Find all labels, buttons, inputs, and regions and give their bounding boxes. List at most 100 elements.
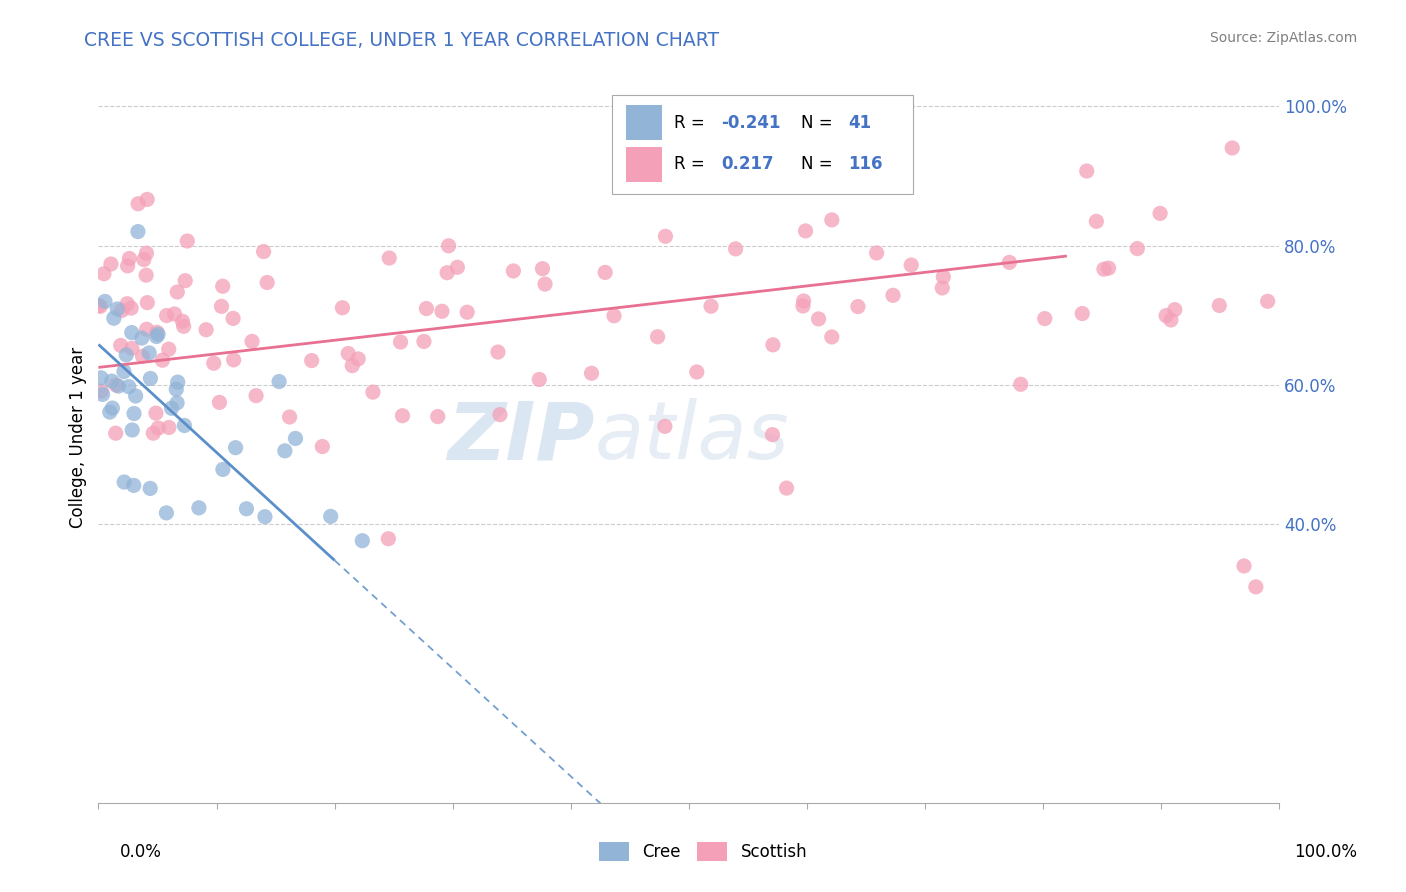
Point: [284, 432, 307, 446]
Point: [136, 295, 159, 310]
Point: [1097, 261, 1119, 276]
Point: [166, 375, 188, 389]
Point: [202, 356, 225, 370]
Point: [157, 342, 180, 356]
Point: [1154, 309, 1177, 323]
Point: [131, 349, 153, 363]
Point: [166, 396, 188, 410]
Point: [132, 252, 155, 267]
Point: [581, 366, 603, 380]
Point: [807, 312, 830, 326]
Point: [301, 353, 323, 368]
Legend: Cree, Scottish: Cree, Scottish: [592, 835, 814, 868]
Point: [135, 246, 157, 260]
Point: [361, 385, 384, 400]
Point: [165, 382, 187, 396]
Point: [256, 276, 278, 290]
Point: [146, 325, 169, 339]
Point: [1126, 242, 1149, 256]
Point: [654, 419, 676, 434]
Point: [173, 418, 195, 433]
Point: [430, 304, 453, 318]
Point: [274, 443, 297, 458]
Point: [131, 331, 153, 345]
Point: [245, 389, 267, 403]
Point: [195, 323, 218, 337]
Text: 100.0%: 100.0%: [1294, 843, 1357, 861]
Point: [593, 265, 616, 279]
Point: [882, 288, 904, 302]
Point: [1233, 558, 1256, 573]
Point: [319, 509, 342, 524]
Point: [127, 225, 149, 239]
Text: N =: N =: [801, 113, 838, 131]
Point: [1208, 298, 1230, 312]
Point: [142, 426, 165, 441]
Point: [269, 375, 291, 389]
Point: [713, 134, 735, 148]
Point: [240, 334, 263, 349]
Point: [90, 384, 112, 398]
Point: [900, 258, 922, 272]
Point: [157, 420, 180, 434]
Point: [415, 301, 437, 316]
Point: [139, 482, 162, 496]
Point: [135, 268, 157, 282]
Text: N =: N =: [801, 155, 838, 173]
Point: [98, 405, 121, 419]
Point: [115, 296, 138, 310]
FancyBboxPatch shape: [626, 105, 662, 140]
Point: [212, 462, 235, 476]
Point: [166, 285, 188, 299]
Point: [534, 277, 557, 292]
Point: [138, 346, 160, 360]
Point: [107, 379, 129, 393]
Point: [1092, 262, 1115, 277]
Point: [391, 409, 413, 423]
Point: [932, 269, 955, 284]
Point: [252, 244, 274, 259]
Point: [91, 387, 114, 401]
Point: [172, 314, 194, 328]
Point: [278, 409, 301, 424]
Point: [456, 305, 478, 319]
Point: [253, 509, 276, 524]
Text: ZIP: ZIP: [447, 398, 595, 476]
Point: [121, 341, 143, 355]
Point: [94, 294, 117, 309]
Point: [686, 365, 709, 379]
Point: [211, 299, 233, 313]
Point: [1149, 206, 1171, 220]
Point: [146, 327, 169, 342]
Text: 0.0%: 0.0%: [120, 843, 162, 861]
Point: [865, 246, 887, 260]
Point: [794, 224, 817, 238]
Point: [122, 407, 145, 421]
Point: [115, 348, 138, 362]
Point: [101, 401, 124, 415]
Point: [208, 395, 231, 409]
Point: [121, 326, 143, 340]
Point: [486, 345, 509, 359]
Point: [332, 301, 354, 315]
Point: [124, 389, 146, 403]
Point: [654, 229, 676, 244]
Point: [90, 371, 112, 385]
Point: [103, 311, 125, 326]
Point: [531, 261, 554, 276]
Point: [761, 427, 783, 442]
Point: [111, 303, 134, 318]
Point: [105, 378, 128, 392]
Point: [222, 311, 245, 326]
Point: [793, 293, 815, 308]
Point: [821, 330, 844, 344]
Point: [155, 506, 177, 520]
Point: [160, 401, 183, 416]
Point: [118, 379, 141, 393]
Text: 0.217: 0.217: [721, 155, 773, 173]
Point: [377, 532, 399, 546]
Point: [173, 319, 195, 334]
Text: 116: 116: [848, 155, 883, 173]
Point: [1244, 580, 1267, 594]
Point: [187, 500, 209, 515]
